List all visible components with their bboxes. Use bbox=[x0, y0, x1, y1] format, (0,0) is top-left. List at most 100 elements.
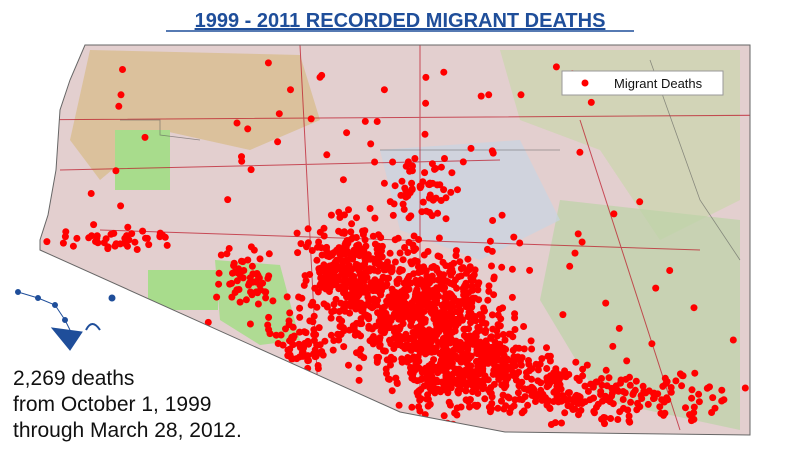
death-dot bbox=[159, 231, 166, 239]
death-dot bbox=[459, 158, 467, 166]
death-dot bbox=[478, 319, 486, 327]
death-dot bbox=[383, 356, 391, 364]
caption-line: 2,269 deaths bbox=[13, 367, 134, 390]
death-dot bbox=[389, 211, 397, 219]
death-dot bbox=[238, 257, 245, 265]
death-dot bbox=[388, 285, 396, 293]
death-dot bbox=[462, 396, 470, 404]
death-dot bbox=[488, 262, 495, 270]
death-dot bbox=[688, 386, 696, 394]
death-dot bbox=[448, 359, 456, 367]
death-dot bbox=[380, 179, 388, 187]
death-dot bbox=[439, 342, 447, 350]
death-dot bbox=[452, 315, 460, 323]
death-dot bbox=[399, 256, 407, 264]
death-dot bbox=[530, 386, 538, 394]
death-dot bbox=[386, 249, 394, 257]
logo bbox=[15, 289, 116, 351]
death-dot bbox=[409, 241, 417, 249]
death-dot bbox=[215, 280, 223, 288]
death-dot bbox=[451, 276, 459, 284]
death-dot bbox=[412, 291, 419, 298]
death-dot bbox=[285, 321, 293, 329]
death-dot bbox=[435, 328, 443, 336]
death-dot bbox=[326, 277, 334, 285]
death-dot bbox=[396, 298, 404, 306]
death-dot bbox=[541, 394, 549, 402]
death-dot bbox=[534, 366, 542, 374]
death-dot bbox=[658, 396, 666, 404]
death-dot bbox=[302, 277, 310, 285]
death-dot bbox=[573, 374, 581, 382]
death-dot bbox=[286, 351, 294, 359]
death-dot bbox=[315, 324, 323, 332]
death-dot bbox=[486, 408, 494, 416]
death-dot bbox=[528, 345, 536, 353]
death-dot bbox=[598, 381, 606, 389]
death-dot bbox=[411, 314, 418, 322]
death-dot bbox=[481, 329, 489, 336]
death-dot bbox=[695, 398, 703, 406]
death-dot bbox=[418, 368, 426, 376]
death-dot bbox=[486, 347, 494, 355]
death-dot bbox=[447, 279, 454, 287]
death-dot bbox=[350, 289, 358, 297]
death-dot bbox=[652, 284, 660, 292]
death-dot bbox=[335, 208, 343, 216]
death-dot bbox=[502, 378, 510, 386]
death-dot bbox=[469, 336, 477, 344]
death-dot bbox=[666, 267, 674, 274]
death-dot bbox=[489, 149, 497, 157]
death-dot bbox=[593, 378, 601, 386]
death-dot bbox=[422, 73, 430, 81]
death-dot bbox=[315, 349, 323, 357]
death-dot bbox=[470, 373, 478, 381]
death-dot bbox=[59, 239, 67, 247]
death-dot bbox=[440, 68, 448, 76]
death-dot bbox=[163, 241, 171, 249]
death-dot bbox=[425, 290, 433, 298]
death-dot bbox=[117, 202, 125, 210]
death-dot bbox=[448, 265, 456, 273]
death-dot bbox=[394, 234, 402, 242]
death-dot bbox=[509, 346, 517, 354]
death-dot bbox=[310, 331, 318, 339]
death-dot bbox=[382, 365, 390, 373]
death-dot bbox=[511, 326, 519, 333]
death-dot bbox=[327, 211, 335, 219]
death-dot bbox=[143, 234, 151, 242]
death-dot bbox=[375, 242, 383, 250]
death-dot bbox=[356, 320, 364, 328]
death-dot bbox=[117, 91, 125, 99]
death-dot bbox=[420, 280, 427, 288]
death-dot bbox=[373, 118, 381, 125]
death-dot bbox=[357, 351, 364, 359]
death-dot bbox=[601, 414, 609, 422]
death-dot bbox=[440, 276, 448, 284]
death-dot bbox=[313, 256, 321, 264]
death-dot bbox=[377, 283, 384, 291]
death-dot bbox=[305, 340, 313, 348]
death-dot bbox=[357, 332, 365, 340]
death-dot bbox=[441, 155, 448, 162]
death-dot bbox=[353, 214, 360, 222]
death-dot bbox=[418, 329, 426, 337]
death-dot bbox=[602, 299, 610, 307]
death-dot bbox=[615, 324, 623, 332]
death-dot bbox=[430, 356, 438, 364]
death-dot bbox=[367, 140, 375, 148]
death-dot bbox=[265, 250, 273, 258]
death-dot bbox=[380, 266, 388, 274]
death-dot bbox=[277, 331, 285, 339]
death-dot bbox=[720, 396, 728, 404]
death-dot bbox=[557, 397, 565, 405]
death-dot bbox=[386, 336, 393, 344]
death-dot bbox=[442, 374, 450, 382]
death-dot bbox=[741, 384, 749, 392]
death-dot bbox=[283, 293, 291, 301]
death-dot bbox=[334, 330, 342, 338]
death-dot bbox=[327, 331, 335, 339]
death-dot bbox=[457, 272, 465, 280]
death-dot bbox=[490, 291, 498, 299]
